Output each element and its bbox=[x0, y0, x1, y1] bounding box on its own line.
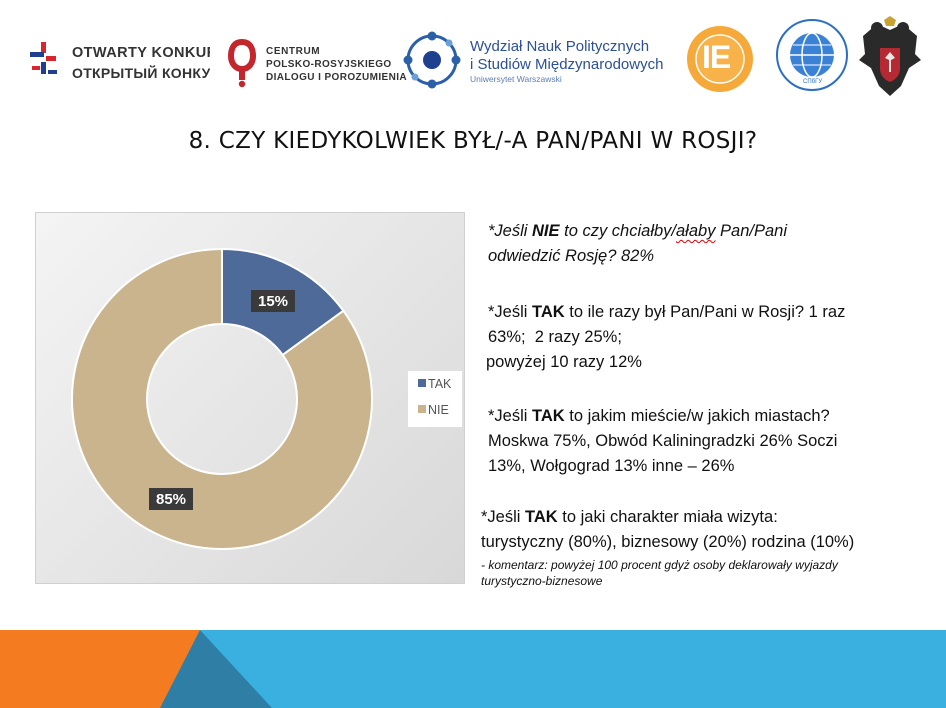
note-q2-prefix: *Jeśli bbox=[488, 303, 533, 321]
footer-orange-shape bbox=[0, 630, 200, 708]
note-comment: - komentarz: powyżej 100 procent gdyż os… bbox=[481, 557, 941, 589]
donut-slice-nie bbox=[71, 247, 373, 550]
centrum-line-1: CENTRUM bbox=[266, 46, 321, 57]
chart-legend: TAK NIE bbox=[408, 371, 462, 427]
spbu-mark: СПбГУ bbox=[803, 79, 823, 85]
legend-background bbox=[408, 371, 462, 427]
note-question-1: *Jeśli NIE to czy chciałby/ałaby Pan/Pan… bbox=[488, 219, 928, 269]
note-q2-line-3: powyżej 10 razy 12% bbox=[486, 353, 642, 371]
wydzial-line-1: Wydział Nauk Politycznych bbox=[470, 38, 650, 55]
wydzial-network-icon bbox=[403, 31, 461, 89]
donut-chart: 15% 85% TAK NIE bbox=[35, 212, 465, 584]
wydzial-line-2: i Studiów Międzynarodowych bbox=[470, 56, 664, 73]
note-q4-line-1: *Jeśli TAK to jaki charakter miała wizyt… bbox=[481, 505, 941, 530]
note-question-3: *Jeśli TAK to jakim mieście/w jakich mia… bbox=[488, 404, 938, 479]
note-q2-line-1-text: to ile razy był Pan/Pani w Rosji? 1 raz bbox=[564, 303, 846, 321]
note-q3-line-1: *Jeśli TAK to jakim mieście/w jakich mia… bbox=[488, 404, 938, 429]
data-label-bg bbox=[251, 290, 295, 312]
note-q3-prefix: *Jeśli bbox=[488, 407, 533, 425]
logo-centrum-dialogu: CENTRUM POLSKO-ROSYJSKIEGO DIALOGU I POR… bbox=[228, 38, 407, 93]
note-q3-line-2: Moskwa 75%, Obwód Kaliningradzki 26% Soc… bbox=[488, 432, 838, 450]
note-q3-key: TAK bbox=[532, 407, 565, 425]
footer-dark-blue-shape bbox=[160, 630, 272, 708]
note-q2-key: TAK bbox=[532, 303, 565, 321]
note-q1-mid: to czy chciałby/ bbox=[559, 222, 676, 240]
logo-otwarty-konkurs: OTWARTY KONKURS ОТКРЫТЫЙ КОНКУРС bbox=[28, 40, 213, 90]
data-label-text: 15% bbox=[258, 293, 288, 310]
footer-banner bbox=[0, 630, 946, 708]
logo-instytut-europejski: IE bbox=[685, 24, 755, 94]
konkurs-line-1: OTWARTY KONKURS bbox=[72, 45, 210, 61]
ie-badge-icon bbox=[687, 26, 753, 92]
logo-wydzial-uw: Wydział Nauk Politycznych i Studiów Międ… bbox=[402, 30, 682, 95]
data-label-text: 85% bbox=[156, 491, 186, 508]
note-q4-line-1-text: to jaki charakter miała wizyta: bbox=[557, 508, 778, 526]
note-q4-prefix: *Jeśli bbox=[481, 508, 526, 526]
note-comment-line-2: turystyczno-biznesowe bbox=[481, 574, 603, 588]
note-q4-line-2: turystyczny (80%), biznesowy (20%) rodzi… bbox=[481, 533, 855, 551]
centrum-line-3: DIALOGU I POROZUMIENIA bbox=[266, 72, 408, 83]
konkurs-mark-icon bbox=[30, 42, 57, 74]
note-q1-line-2: odwiedzić Rosję? 82% bbox=[488, 247, 655, 265]
legend-swatch-tak bbox=[418, 379, 426, 387]
note-q1-squiggle: ałaby bbox=[676, 222, 716, 240]
note-q2-line-2: 63%; 2 razy 25%; bbox=[488, 328, 622, 346]
data-label-bg bbox=[149, 488, 193, 510]
chart-canvas: 15% 85% TAK NIE bbox=[71, 247, 462, 550]
note-q3-line-3: 13%, Wołgograd 13% inne – 26% bbox=[488, 457, 735, 475]
legend-label-tak: TAK bbox=[428, 377, 452, 391]
logo-spbu-faculty: СПбГУ bbox=[775, 18, 849, 98]
centrum-mark-icon bbox=[228, 38, 256, 88]
note-q2-line-1: *Jeśli TAK to ile razy był Pan/Pani w Ro… bbox=[488, 300, 938, 325]
note-q1-line-1: *Jeśli NIE to czy chciałby/ałaby Pan/Pan… bbox=[488, 219, 928, 244]
logo-coat-of-arms bbox=[855, 16, 925, 100]
ie-mark: IE bbox=[702, 39, 731, 75]
centrum-line-2: POLSKO-ROSYJSKIEGO bbox=[266, 59, 392, 70]
note-q3-line-1-text: to jakim mieście/w jakich miastach? bbox=[564, 407, 830, 425]
note-q1-prefix: *Jeśli bbox=[488, 222, 533, 240]
note-question-4: *Jeśli TAK to jaki charakter miała wizyt… bbox=[481, 505, 941, 555]
konkurs-line-2: ОТКРЫТЫЙ КОНКУРС bbox=[72, 65, 210, 81]
note-question-2: *Jeśli TAK to ile razy był Pan/Pani w Ro… bbox=[486, 300, 938, 375]
note-q1-key: NIE bbox=[532, 222, 560, 240]
legend-swatch-nie bbox=[418, 405, 426, 413]
note-q1-rest: Pan/Pani bbox=[715, 222, 788, 240]
data-label-tak: 15% bbox=[251, 290, 295, 312]
note-comment-line-1: - komentarz: powyżej 100 procent gdyż os… bbox=[481, 558, 838, 572]
legend-label-nie: NIE bbox=[428, 403, 449, 417]
note-q4-key: TAK bbox=[525, 508, 558, 526]
globe-badge-icon bbox=[776, 19, 848, 91]
wydzial-line-3: Uniwersytet Warszawski bbox=[470, 74, 562, 84]
slide-title: 8. CZY KIEDYKOLWIEK BYŁ/-A PAN/PANI W RO… bbox=[188, 128, 758, 154]
data-label-nie: 85% bbox=[149, 488, 193, 510]
logo-strip: OTWARTY KONKURS ОТКРЫТЫЙ КОНКУРС CENTRUM… bbox=[0, 0, 946, 115]
double-eagle-icon bbox=[859, 16, 921, 96]
